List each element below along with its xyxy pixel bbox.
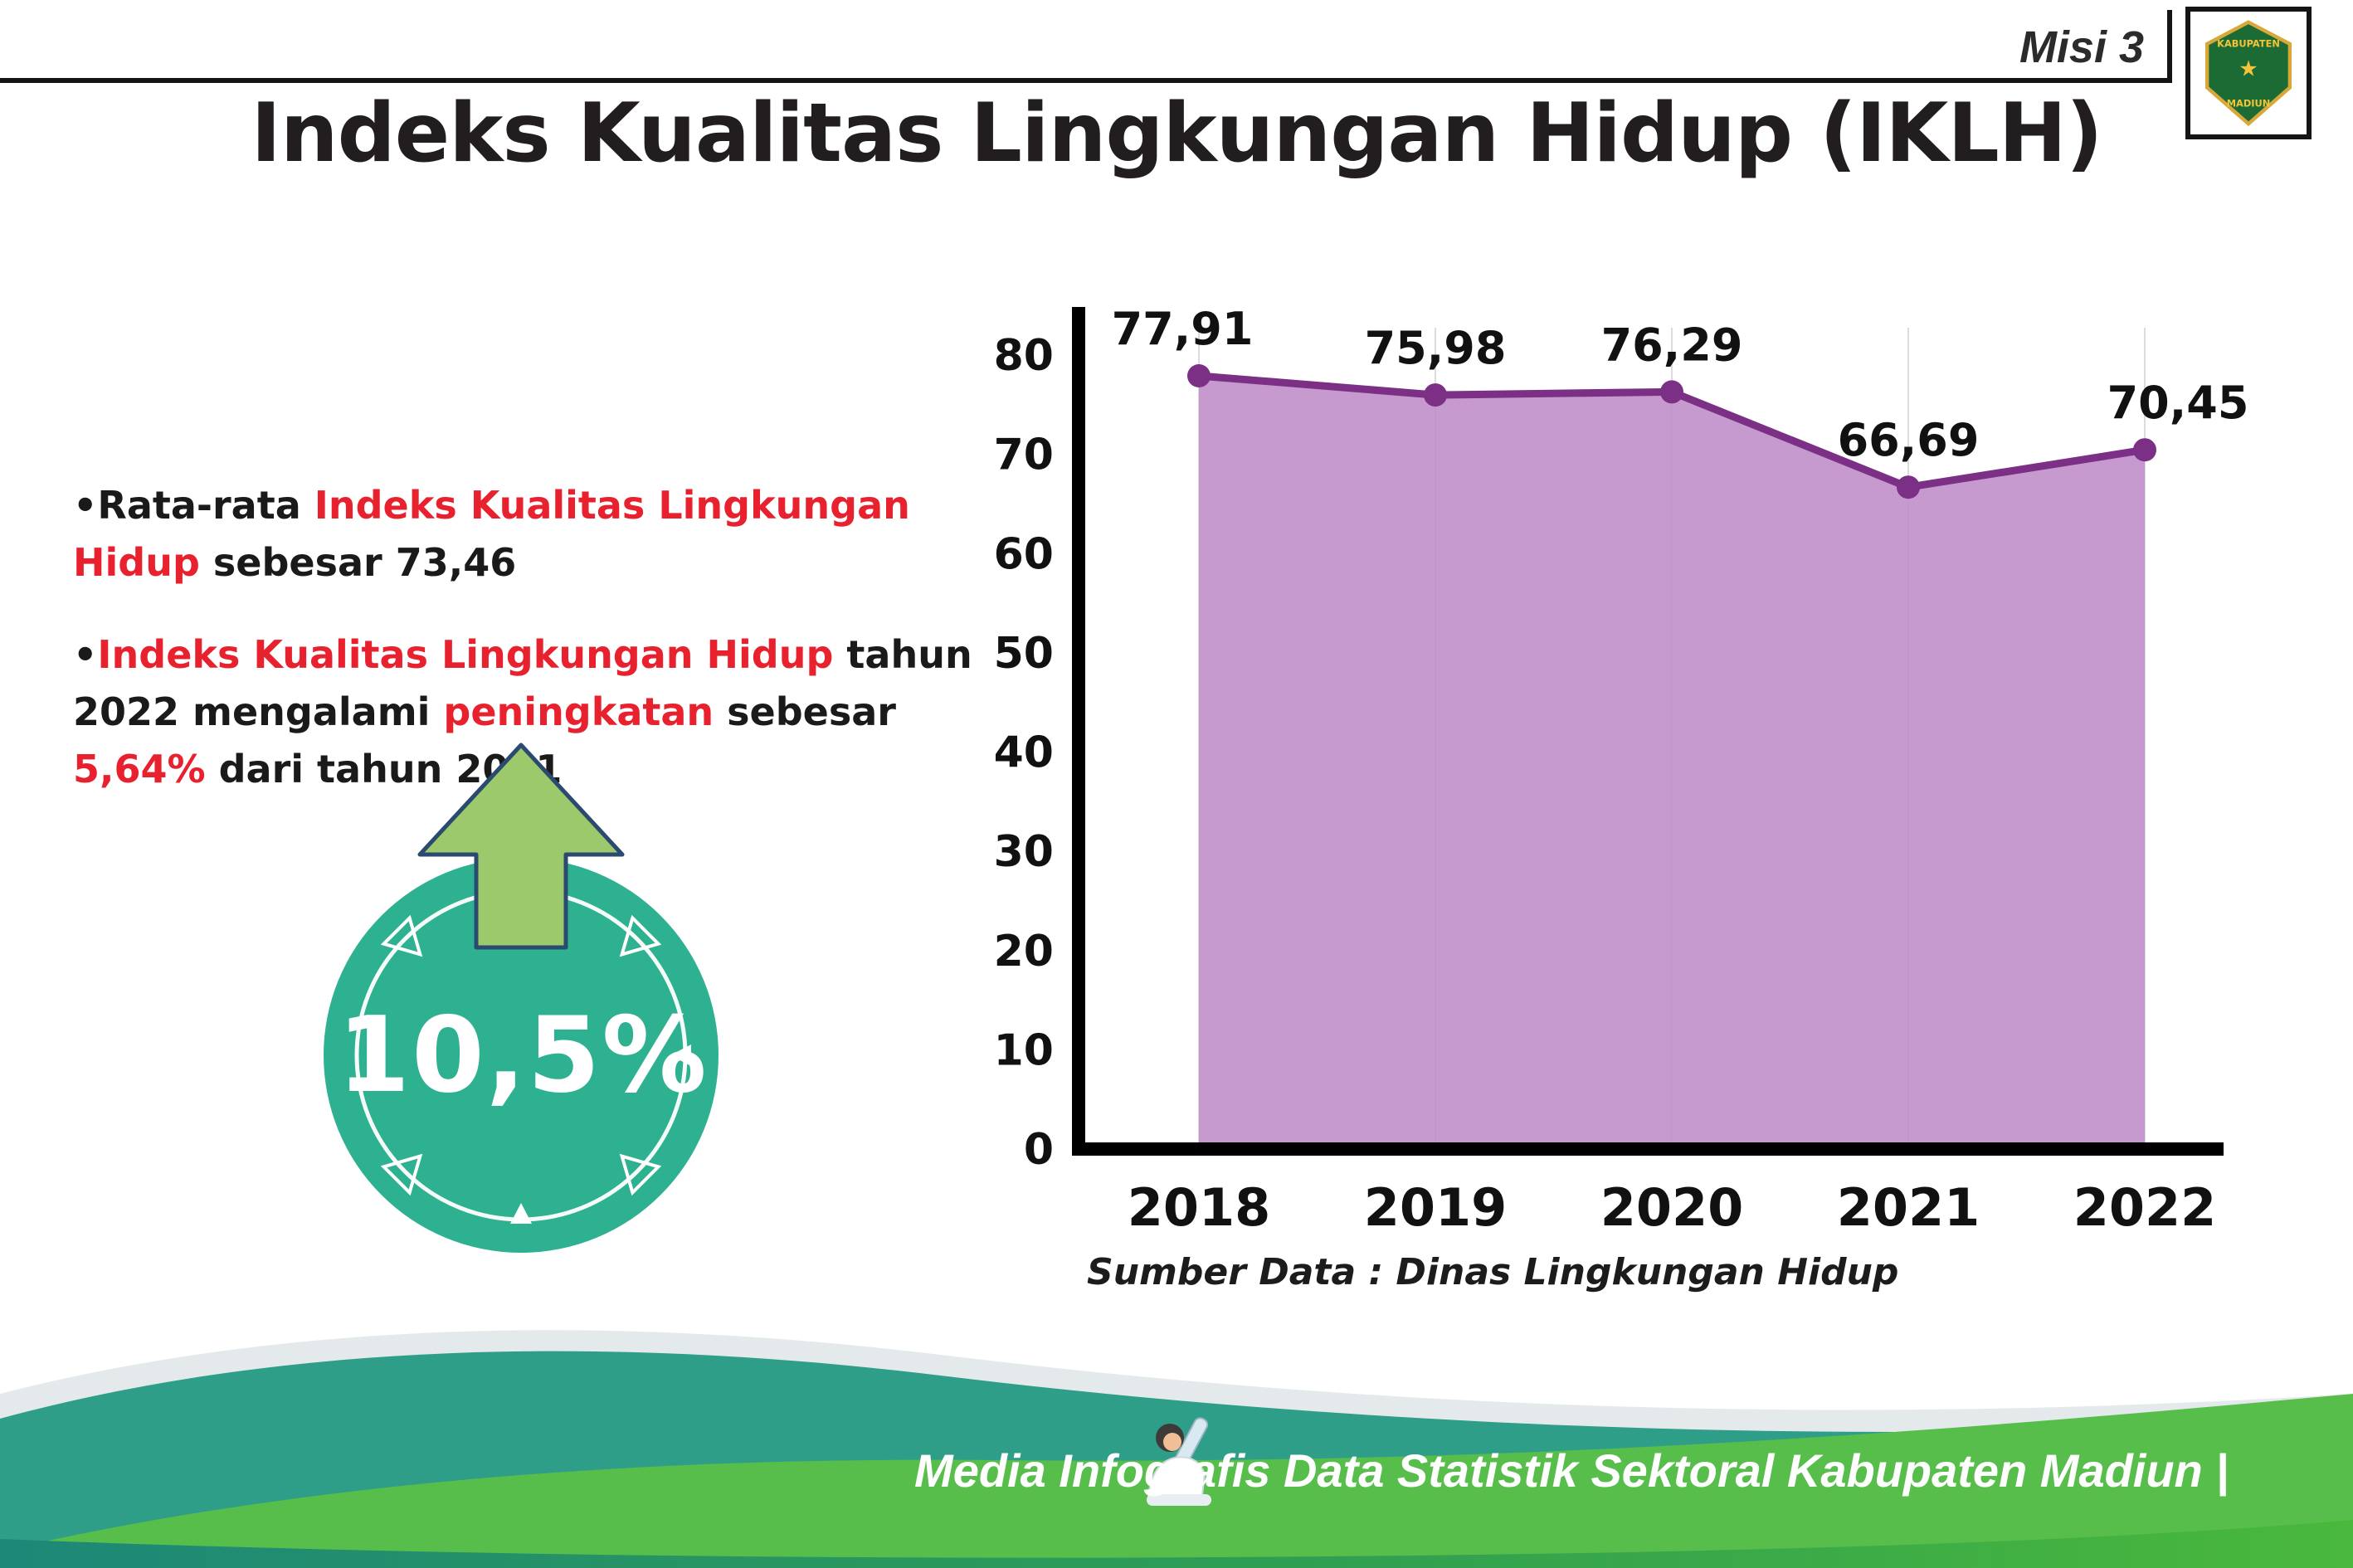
misi-label: Misi 3	[2019, 22, 2144, 72]
mascot-icon	[1147, 1417, 1211, 1506]
y-tick-label: 80	[996, 331, 1054, 381]
bullet2-mid-1: tahun 2022 mengalami	[73, 632, 972, 734]
increase-badge: 10,5%	[274, 730, 772, 1311]
data-label: 77,91	[1112, 303, 1254, 355]
badge-tick-ne	[619, 914, 662, 957]
data-point	[2133, 438, 2156, 462]
badge-tick-e	[670, 1045, 691, 1066]
y-tick-label: 50	[996, 629, 1054, 679]
data-label: 75,98	[1365, 322, 1507, 374]
increase-percentage: 10,5%	[337, 994, 709, 1116]
header-rule	[0, 78, 2170, 83]
y-tick-label: 40	[996, 728, 1054, 778]
x-tick-label: 2022	[2073, 1177, 2217, 1238]
bullet2-pre: •	[73, 632, 98, 677]
logo-bottom-text: MADIUN	[2227, 97, 2270, 109]
iklh-chart: 0 10 20 30 40 50 60 70 80 2018 2019 2020 2021 2022 77,…	[994, 282, 2257, 1269]
y-tick-label: 10	[996, 1025, 1054, 1075]
bullet1-highlight: Indeks Kualitas Lingkungan Hidup	[73, 483, 910, 585]
bullet1-pre: •Rata-rata	[73, 483, 314, 528]
data-point	[1187, 364, 1211, 388]
badge-tick-s	[510, 1203, 532, 1224]
bullet2-highlight-2: peningkatan	[443, 689, 714, 734]
bullet-average: •Rata-rata Indeks Kualitas Lingkungan Hi…	[73, 477, 986, 592]
bullet1-post: sebesar 73,46	[199, 540, 517, 585]
kabupaten-madiun-logo: KABUPATEN ★ MADIUN	[2185, 7, 2312, 139]
badge-tick-nw	[380, 914, 423, 957]
y-tick-label: 0	[1024, 1125, 1054, 1175]
data-label: 70,45	[2107, 377, 2249, 429]
bullet2-mid-2: sebesar	[714, 689, 896, 734]
logo-frame-line	[2167, 10, 2172, 83]
increase-badge-graphic	[324, 743, 719, 1253]
bullet-increase: •Indeks Kualitas Lingkungan Hidup tahun …	[73, 626, 986, 798]
logo-star-icon: ★	[2239, 57, 2258, 82]
summary-bullets: •Rata-rata Indeks Kualitas Lingkungan Hi…	[73, 477, 986, 833]
y-tick-label: 70	[996, 431, 1054, 480]
chart-source: Sumber Data : Dinas Lingkungan Hidup	[1087, 1251, 1899, 1293]
footer-wave-dark	[0, 1520, 2353, 1568]
page-title: Indeks Kualitas Lingkungan Hidup (IKLH)	[251, 86, 2102, 181]
bullet2-highlight-1: Indeks Kualitas Lingkungan Hidup	[97, 632, 834, 677]
x-tick-label: 2020	[1600, 1177, 1744, 1238]
up-arrow-icon	[417, 743, 625, 950]
data-point	[1660, 380, 1683, 404]
badge-tick-sw	[380, 1153, 423, 1196]
badge-tick-se	[619, 1153, 662, 1196]
area-fill	[1199, 376, 2145, 1150]
x-tick-label: 2019	[1364, 1177, 1508, 1238]
x-tick-label: 2018	[1128, 1177, 1271, 1238]
x-tick-label: 2021	[1837, 1177, 1980, 1238]
y-tick-label: 20	[996, 927, 1054, 976]
footer-credit: Media Infografis Data Statistik Sektoral…	[914, 1444, 2229, 1497]
data-label: 76,29	[1601, 319, 1743, 371]
y-tick-label: 30	[996, 827, 1054, 877]
y-tick-label: 60	[996, 529, 1054, 579]
kabupaten-madiun-crest-icon: KABUPATEN ★ MADIUN	[2204, 20, 2292, 127]
data-point	[1897, 475, 1920, 499]
data-point	[1424, 383, 1447, 407]
iklh-area-chart: 0 10 20 30 40 50 60 70 80 2018 2019 2020 2021 2022 77,…	[994, 303, 2249, 1238]
bullet2-highlight-3: 5,64%	[73, 747, 206, 791]
data-label: 66,69	[1838, 414, 1980, 466]
logo-top-text: KABUPATEN	[2217, 38, 2280, 50]
